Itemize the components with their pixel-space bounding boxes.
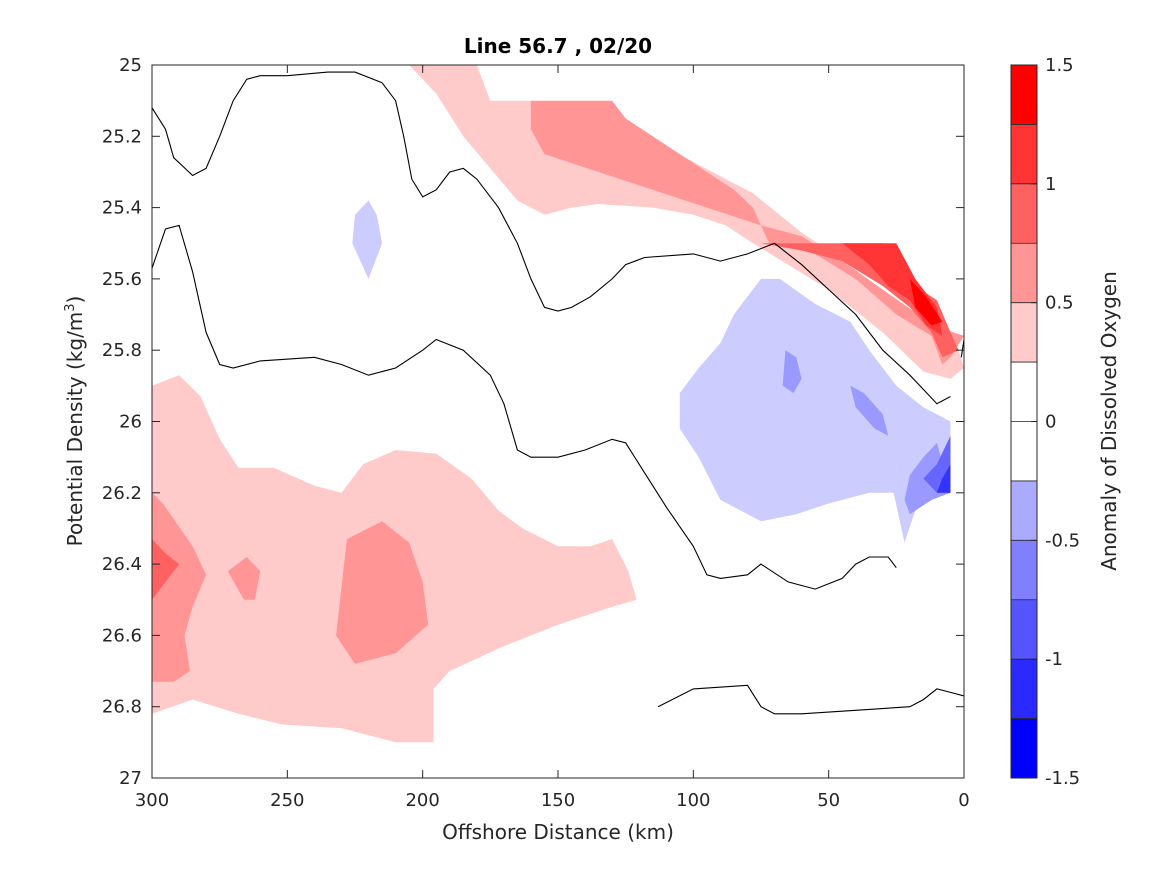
y-tick-label: 26.6 <box>102 625 142 646</box>
y-tick-label: 26 <box>119 412 142 433</box>
x-tick-label: 50 <box>817 790 840 811</box>
x-tick-label: 100 <box>676 790 710 811</box>
x-tick-label: 0 <box>958 790 969 811</box>
colorbar-segment <box>1011 302 1037 363</box>
colorbar-tick-label: 1.5 <box>1045 55 1074 76</box>
y-tick-label: 25.4 <box>102 198 142 219</box>
colorbar-segment <box>1011 718 1037 778</box>
colorbar-tick-label: -0.5 <box>1045 530 1080 551</box>
y-tick-label: 27 <box>119 768 142 789</box>
x-tick-label: 250 <box>270 790 304 811</box>
contour-region <box>842 243 943 336</box>
contour-region <box>152 492 207 682</box>
contour-region <box>530 100 964 365</box>
colorbar-tick-label: -1 <box>1045 649 1063 670</box>
contour-region <box>227 557 261 600</box>
y-axis-label-superscript: 3 <box>63 303 78 311</box>
colorbar-segment <box>1011 124 1037 184</box>
colorbar-segment <box>1011 362 1037 422</box>
contour-region <box>850 385 889 436</box>
colorbar-label: Anomaly of Dissolved Oxygen <box>1097 271 1121 571</box>
y-tick-label: 26.2 <box>102 483 142 504</box>
y-tick-label: 26.8 <box>102 697 142 718</box>
x-axis-ticks: 300 250 200 150 100 50 0 <box>135 65 970 811</box>
colorbar-segment <box>1011 183 1037 244</box>
colorbar-tick-label: 0.5 <box>1045 293 1074 314</box>
filled-contour-regions <box>152 65 964 743</box>
x-axis-label: Offshore Distance (km) <box>442 820 674 844</box>
contour-line <box>152 71 951 405</box>
y-tick-label: 25.6 <box>102 269 142 290</box>
y-axis-ticks: 25 25.2 25.4 25.6 25.8 26 26.2 26.4 26.6 26.8 27 <box>102 55 964 789</box>
y-tick-label: 26.4 <box>102 554 142 575</box>
contour-region <box>936 464 951 493</box>
chart-title: Line 56.7 , 02/20 <box>464 34 652 58</box>
colorbar-segment <box>1011 540 1037 600</box>
colorbar-segment <box>1011 243 1037 303</box>
colorbar-tick-label: 1 <box>1045 174 1056 195</box>
y-tick-label: 25.8 <box>102 340 142 361</box>
colorbar-tick-label: 0 <box>1045 412 1056 433</box>
y-tick-label: 25 <box>119 55 142 76</box>
contour-region <box>336 521 429 664</box>
contour-region <box>352 200 383 279</box>
contour-region <box>909 278 943 326</box>
y-axis-label-close: ) <box>63 296 87 304</box>
x-tick-label: 300 <box>135 790 169 811</box>
contour-lines <box>152 71 964 715</box>
x-tick-label: 200 <box>405 790 439 811</box>
colorbar-segment <box>1011 480 1037 541</box>
y-axis-label: Potential Density (kg/m3) <box>63 296 87 547</box>
colorbar-segment <box>1011 599 1037 660</box>
contour-line <box>657 684 964 715</box>
y-tick-label: 25.2 <box>102 126 142 147</box>
x-tick-label: 150 <box>541 790 575 811</box>
contour-region <box>679 278 951 543</box>
colorbar-segment <box>1011 659 1037 719</box>
colorbar-segment <box>1011 421 1037 481</box>
y-axis-label-main: Potential Density (kg/m <box>63 312 87 547</box>
contour-line <box>152 224 897 590</box>
contour-region <box>782 350 802 393</box>
colorbar-tick-label: -1.5 <box>1045 768 1080 789</box>
contour-region <box>152 539 180 600</box>
colorbar-segment <box>1011 65 1037 125</box>
colorbar: -1.5 -1 -0.5 0 0.5 1 1.5 <box>1010 55 1080 789</box>
